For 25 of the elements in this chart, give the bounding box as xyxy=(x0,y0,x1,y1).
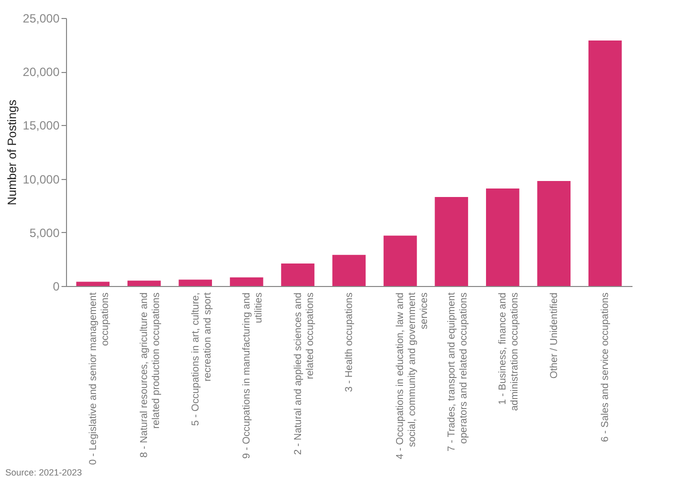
x-tick-label: Other / Unidentified xyxy=(548,292,560,379)
bar xyxy=(384,236,417,286)
x-tick-label: 3 - Health occupations xyxy=(344,292,355,392)
bar xyxy=(537,180,571,286)
bar xyxy=(486,188,520,286)
y-tick-label: 15,000 xyxy=(22,118,60,133)
source-note: Source: 2021-2023 xyxy=(5,467,82,478)
bar xyxy=(230,277,264,286)
bar xyxy=(76,282,110,286)
bar xyxy=(127,280,161,286)
y-axis-title: Number of Postings xyxy=(4,100,19,206)
y-tick-label: 0 xyxy=(52,280,60,294)
x-tick-label: 4 - Occupations in education, law and social, community and government services xyxy=(395,292,430,460)
bar xyxy=(281,263,314,286)
bar xyxy=(178,280,212,286)
bar xyxy=(434,197,468,286)
bar xyxy=(588,40,622,286)
y-tick-label: 25,000 xyxy=(22,12,60,26)
y-tick-label: 5,000 xyxy=(29,226,60,240)
y-tick-label: 20,000 xyxy=(22,65,60,80)
x-tick-label: 9 - Occupations in manufacturing and utilities xyxy=(242,292,265,459)
x-tick-label: 0 - Legislative and senior management occupations xyxy=(88,292,111,465)
x-tick-label: 6 - Sales and service occupations xyxy=(600,292,612,442)
bar xyxy=(332,254,366,286)
y-tick-label: 10,000 xyxy=(22,172,60,186)
